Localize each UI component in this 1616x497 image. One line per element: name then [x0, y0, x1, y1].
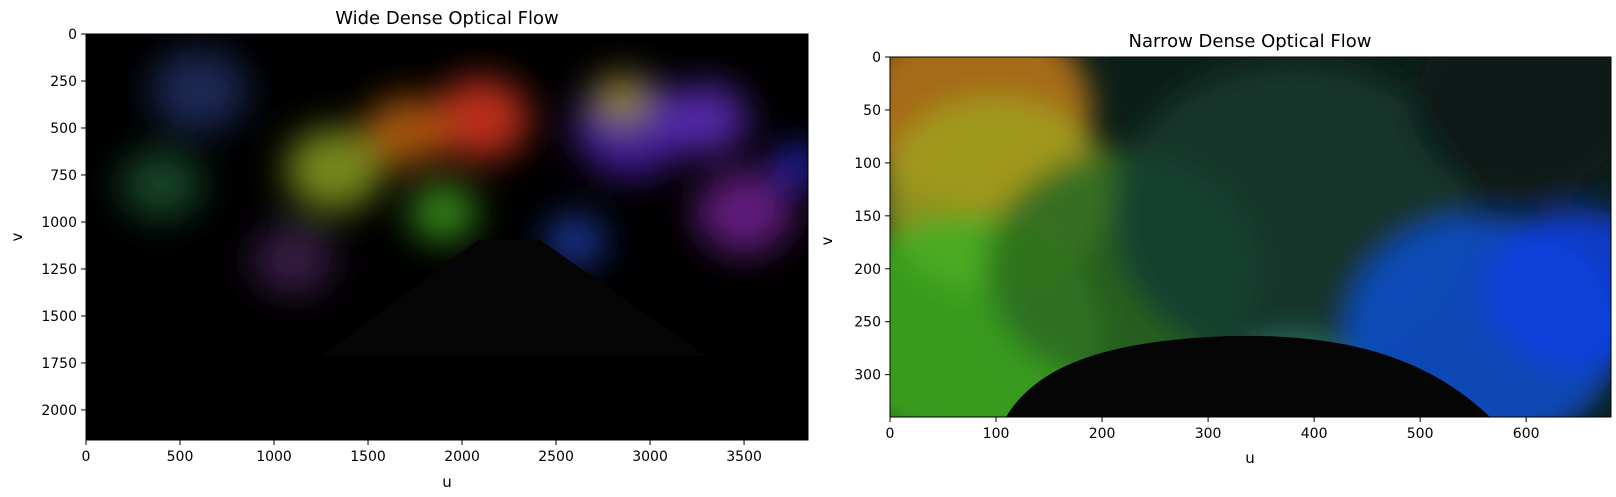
x-tick-label-100: 100 [983, 426, 1010, 442]
y-tick-label-1250: 1250 [41, 262, 77, 278]
y-tick-label-150: 150 [854, 209, 881, 225]
flow-blob-0 [431, 77, 530, 161]
flow-blob-11 [544, 215, 605, 267]
x-tick-label-200: 200 [1089, 426, 1116, 442]
y-tick-label-50: 50 [863, 103, 881, 119]
wide-flow-xlabel: u [442, 473, 452, 491]
narrow-flow-ylabel: v [818, 236, 836, 245]
x-tick-label-0: 0 [886, 426, 895, 442]
x-tick-label-500: 500 [1407, 426, 1434, 442]
flow-blob-1 [364, 96, 447, 167]
flow-blob-10 [251, 224, 335, 295]
flow-blob-12 [774, 146, 808, 185]
y-tick-label-2000: 2000 [41, 403, 77, 419]
x-tick-label-500: 500 [167, 449, 194, 465]
flow-blob-6 [1483, 208, 1611, 372]
narrow-flow-image [890, 57, 1611, 417]
y-tick-label-1000: 1000 [41, 215, 77, 231]
narrow-flow-xlabel: u [1245, 449, 1255, 467]
flow-blob-8 [1409, 57, 1611, 199]
wide-road-shape [322, 240, 706, 356]
x-tick-label-3000: 3000 [632, 449, 668, 465]
flow-blob-3 [409, 183, 478, 242]
flow-blob-5 [591, 74, 652, 126]
x-tick-label-0: 0 [82, 449, 91, 465]
y-tick-label-250: 250 [854, 315, 881, 331]
wide-flow-ylabel: v [8, 232, 26, 241]
y-tick-label-200: 200 [854, 262, 881, 278]
wide-flow-subplot: Wide Dense Optical Flow 0 500 1000 1500 2000… [8, 8, 809, 491]
y-tick-label-500: 500 [50, 121, 77, 137]
y-tick-label-300: 300 [854, 368, 881, 384]
narrow-flow-subplot: Narrow Dense Optical Flow 0 100 200 300 400 5… [818, 31, 1612, 467]
x-tick-label-3500: 3500 [726, 449, 762, 465]
x-tick-label-300: 300 [1195, 426, 1222, 442]
x-tick-label-2500: 2500 [538, 449, 574, 465]
x-tick-label-1500: 1500 [350, 449, 386, 465]
flow-blob-2 [285, 127, 384, 211]
y-tick-label-0: 0 [68, 27, 77, 43]
flow-blob-8 [149, 48, 248, 132]
wide-flow-image [86, 34, 808, 440]
x-tick-label-2000: 2000 [444, 449, 480, 465]
narrow-road-shape [1006, 335, 1490, 417]
y-tick-label-100: 100 [854, 156, 881, 172]
y-tick-label-1500: 1500 [41, 309, 77, 325]
x-tick-label-400: 400 [1301, 426, 1328, 442]
flow-blob-9 [119, 149, 203, 220]
y-tick-label-250: 250 [50, 74, 77, 90]
y-tick-label-750: 750 [50, 168, 77, 184]
flow-blob-6 [665, 83, 748, 154]
x-tick-label-600: 600 [1513, 426, 1540, 442]
x-tick-label-1000: 1000 [256, 449, 292, 465]
wide-flow-title: Wide Dense Optical Flow [335, 8, 559, 29]
y-tick-label-0: 0 [872, 50, 881, 66]
flow-blob-7 [695, 171, 793, 255]
narrow-flow-title: Narrow Dense Optical Flow [1129, 31, 1372, 52]
y-tick-label-1750: 1750 [41, 356, 77, 372]
